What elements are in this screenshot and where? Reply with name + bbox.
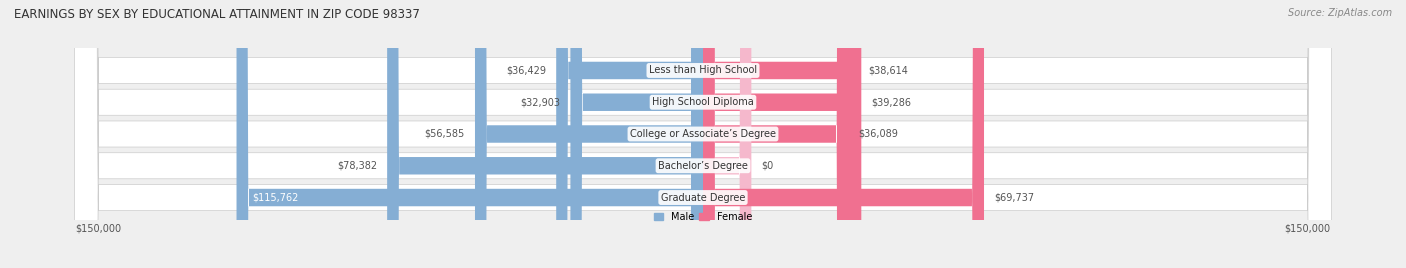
Text: $115,762: $115,762 [253,192,299,203]
FancyBboxPatch shape [75,0,1331,268]
FancyBboxPatch shape [75,0,1331,268]
Text: High School Diploma: High School Diploma [652,97,754,107]
Text: $32,903: $32,903 [520,97,561,107]
FancyBboxPatch shape [557,0,703,268]
FancyBboxPatch shape [703,0,751,268]
FancyBboxPatch shape [236,0,703,268]
Text: $39,286: $39,286 [872,97,911,107]
Text: Source: ZipAtlas.com: Source: ZipAtlas.com [1288,8,1392,18]
Legend: Male, Female: Male, Female [654,212,752,222]
Text: $36,089: $36,089 [859,129,898,139]
FancyBboxPatch shape [387,0,703,268]
Text: Less than High School: Less than High School [650,65,756,76]
FancyBboxPatch shape [571,0,703,268]
FancyBboxPatch shape [703,0,848,268]
Text: Graduate Degree: Graduate Degree [661,192,745,203]
FancyBboxPatch shape [75,0,1331,268]
FancyBboxPatch shape [703,0,859,268]
FancyBboxPatch shape [703,0,984,268]
FancyBboxPatch shape [75,0,1331,268]
Text: $56,585: $56,585 [425,129,465,139]
Text: College or Associate’s Degree: College or Associate’s Degree [630,129,776,139]
Text: $0: $0 [762,161,773,171]
Text: Bachelor’s Degree: Bachelor’s Degree [658,161,748,171]
Text: $36,429: $36,429 [506,65,546,76]
Text: $38,614: $38,614 [869,65,908,76]
Text: EARNINGS BY SEX BY EDUCATIONAL ATTAINMENT IN ZIP CODE 98337: EARNINGS BY SEX BY EDUCATIONAL ATTAINMEN… [14,8,420,21]
Text: $69,737: $69,737 [994,192,1035,203]
FancyBboxPatch shape [75,0,1331,268]
FancyBboxPatch shape [475,0,703,268]
FancyBboxPatch shape [703,0,862,268]
Text: $78,382: $78,382 [337,161,377,171]
